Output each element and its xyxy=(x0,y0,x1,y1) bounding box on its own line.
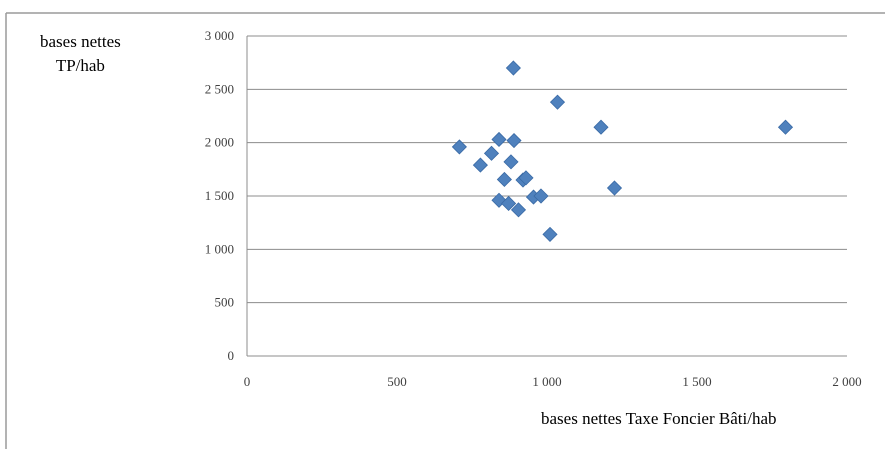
data-point xyxy=(549,94,566,110)
x-tick-label: 2 000 xyxy=(832,374,861,389)
y-axis-title: bases nettes TP/hab xyxy=(40,30,121,78)
y-tick-label: 1 000 xyxy=(205,241,234,256)
data-point xyxy=(606,180,623,196)
data-point xyxy=(472,157,488,173)
y-tick-labels: 0 500 1 000 1 500 2 000 2 500 3 000 xyxy=(205,28,234,363)
data-point xyxy=(491,192,507,208)
y-axis-title-line-1: bases nettes xyxy=(40,32,121,51)
data-point xyxy=(496,171,512,188)
data-point xyxy=(451,139,467,155)
data-point xyxy=(533,188,549,204)
y-tick-label: 1 500 xyxy=(205,188,234,203)
x-tick-label: 500 xyxy=(387,374,407,389)
y-tick-label: 0 xyxy=(228,348,235,363)
gridlines xyxy=(247,35,847,304)
x-axis-title: bases nettes Taxe Foncier Bâti/hab xyxy=(541,409,777,428)
data-point xyxy=(518,170,534,186)
data-point xyxy=(505,60,521,76)
data-point xyxy=(542,226,558,242)
y-tick-label: 2 500 xyxy=(205,81,234,96)
data-point xyxy=(491,131,507,148)
data-point xyxy=(506,132,522,149)
data-point xyxy=(503,154,519,170)
data-point xyxy=(510,202,527,218)
x-tick-label: 1 000 xyxy=(532,374,561,389)
data-points xyxy=(451,60,794,242)
y-tick-label: 3 000 xyxy=(205,28,234,43)
axes xyxy=(246,36,847,357)
data-point xyxy=(483,145,500,161)
data-point xyxy=(593,119,609,135)
x-tick-label: 1 500 xyxy=(682,374,711,389)
y-tick-label: 500 xyxy=(215,295,235,310)
x-tick-labels: 0 500 1 000 1 500 2 000 xyxy=(244,374,862,389)
y-tick-label: 2 000 xyxy=(205,135,234,150)
y-axis-title-line-2: TP/hab xyxy=(55,56,105,75)
data-point xyxy=(777,119,794,135)
data-point xyxy=(501,195,517,212)
x-tick-label: 0 xyxy=(244,374,251,389)
